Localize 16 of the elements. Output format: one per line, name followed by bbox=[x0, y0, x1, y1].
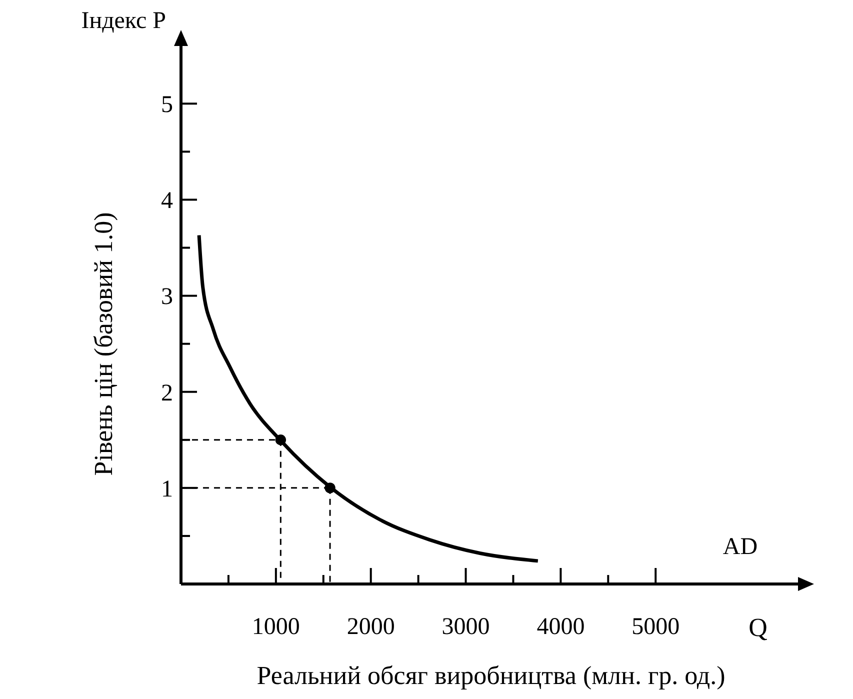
x-tick-label: 5000 bbox=[632, 614, 680, 640]
y-tick-label: 5 bbox=[161, 92, 173, 118]
y-tick-label: 4 bbox=[161, 188, 173, 214]
y-tick-label: 2 bbox=[161, 380, 173, 406]
text: Q bbox=[748, 613, 768, 642]
x-tick-label: 2000 bbox=[346, 614, 395, 640]
x-tick-label: 3000 bbox=[442, 614, 490, 640]
x-tick-label: 4000 bbox=[536, 614, 585, 640]
y-axis-title: Рівень цін (базовий 1.0) bbox=[89, 212, 118, 476]
line-series bbox=[197, 234, 540, 563]
y-tick-label: 3 bbox=[161, 284, 173, 310]
x-axis-title: Реальний обсяг виробництва (млн. гр. од.) bbox=[256, 661, 726, 690]
x-tick-label: 1000 bbox=[252, 614, 300, 640]
text: AD bbox=[722, 534, 758, 560]
y-tick-label: 1 bbox=[161, 476, 173, 502]
text: Індекс P bbox=[81, 8, 166, 34]
